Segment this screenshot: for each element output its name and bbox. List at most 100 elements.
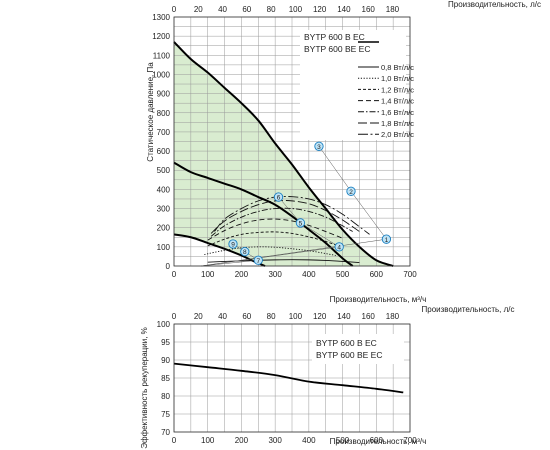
legend-entry: 2,0 Вт/л/с [381, 130, 414, 139]
x-tick-label: 500 [336, 436, 350, 445]
x-tick-label: 200 [235, 436, 249, 445]
top-tick-label: 140 [337, 5, 351, 14]
operating-point-label: 6 [277, 195, 281, 202]
operating-point-6 [273, 192, 284, 202]
x-tick-label: 600 [370, 270, 384, 279]
top-axis-label: Производительность, л/с [448, 0, 541, 9]
x-tick-label: 700 [403, 436, 417, 445]
x-tick-label: 600 [370, 436, 384, 445]
x-axis-label: Производительность, м³/ч [330, 295, 427, 304]
y-tick-label: 500 [157, 166, 171, 175]
y-tick-label: 95 [161, 338, 170, 347]
x-tick-label: 300 [268, 436, 282, 445]
x-tick-label: 100 [201, 436, 215, 445]
top-tick-label: 20 [194, 312, 203, 321]
legend-entry: 1,8 Вт/л/с [381, 119, 414, 128]
y-tick-label: 75 [161, 410, 170, 419]
legend-entry: 1,4 Вт/л/с [381, 97, 414, 106]
top-tick-label: 80 [267, 312, 276, 321]
top-tick-label: 0 [172, 312, 177, 321]
top-tick-label: 160 [362, 5, 376, 14]
y-tick-label: 600 [157, 147, 171, 156]
x-tick-label: 0 [172, 436, 177, 445]
top-tick-label: 0 [172, 5, 177, 14]
x-tick-label: 0 [172, 270, 177, 279]
y-tick-label: 200 [157, 224, 171, 233]
y-tick-label: 300 [157, 205, 171, 214]
operating-point-3 [314, 141, 324, 151]
operating-point-label: 5 [299, 221, 303, 228]
operating-point-9 [228, 239, 238, 249]
top-tick-label: 80 [267, 5, 276, 14]
top-tick-label: 60 [242, 312, 251, 321]
top-tick-label: 100 [289, 5, 303, 14]
operating-point-4 [334, 242, 344, 252]
operating-point-2 [346, 186, 356, 196]
legend-entry: 0,8 Вт/л/с [381, 63, 414, 72]
legend-title-2: BYTP 600 BE EC [316, 350, 382, 360]
fan-curve-2 [173, 161, 354, 267]
system-line [200, 243, 260, 267]
y-tick-label: 100 [157, 320, 171, 329]
series-line-4 [207, 218, 343, 241]
x-tick-label: 500 [336, 270, 350, 279]
y-tick-label: 1300 [152, 13, 170, 22]
top-axis-label: Производительность, л/с [422, 305, 515, 314]
legend-entry: 1,0 Вт/л/с [381, 74, 414, 83]
series-line-2 [204, 246, 336, 256]
y-tick-label: 700 [157, 128, 171, 137]
y-tick-label: 900 [157, 90, 171, 99]
y-tick-label: 0 [166, 262, 171, 271]
y-tick-label: 70 [161, 428, 170, 437]
top-tick-label: 20 [194, 5, 203, 14]
top-tick-label: 40 [218, 312, 227, 321]
legend-entry: 1,6 Вт/л/с [381, 108, 414, 117]
series-line-6 [210, 200, 360, 234]
series-line-1 [207, 259, 360, 264]
top-tick-label: 120 [313, 5, 327, 14]
operating-points: 1 2 3 4 5 6 7 8 9 [200, 141, 392, 267]
top-tick-label: 100 [289, 312, 303, 321]
y-tick-label: 85 [161, 374, 170, 383]
top-tick-label: 120 [313, 312, 327, 321]
operating-point-1 [381, 234, 392, 244]
x-tick-label: 100 [201, 270, 215, 279]
efficiency-line [173, 362, 404, 394]
x-tick-label: 300 [268, 270, 282, 279]
y-tick-label: 1100 [153, 51, 171, 60]
tick-labels: 0 100 200 300 400 500 600 700010020030040050060… [152, 5, 417, 279]
series-group [173, 362, 404, 394]
y-tick-label: 800 [157, 109, 171, 118]
y-tick-label: 80 [161, 392, 170, 401]
x-tick-label: 400 [302, 436, 316, 445]
system-line [200, 146, 387, 267]
legend-box [300, 30, 406, 140]
legend-entry: 1,2 Вт/л/с [381, 85, 414, 94]
legend: 0,8 Вт/л/с 1,0 Вт/л/с 1,2 Вт/л/с 1,4 Вт/л/с… [358, 41, 414, 139]
fan-curve-3 [173, 233, 266, 267]
top-tick-label: 140 [337, 312, 351, 321]
x-tick-label: 400 [302, 270, 316, 279]
operating-point-5 [295, 218, 306, 228]
top-tick-label: 180 [386, 5, 400, 14]
legend-title-2: BYTP 600 BE EC [304, 44, 370, 54]
operating-point-label: 2 [349, 189, 353, 196]
fan-curves [173, 41, 394, 267]
y-axis-label: Эффективность рекуперации, % [140, 327, 149, 449]
y-tick-label: 90 [161, 356, 170, 365]
top-tick-label: 180 [386, 312, 400, 321]
legend-box [312, 334, 404, 364]
top-tick-label: 160 [362, 312, 376, 321]
x-axis-label: Производительность, м³/ч [330, 437, 427, 446]
top-tick-label: 40 [218, 5, 227, 14]
y-axis-label: Статическое давление, Па [146, 62, 155, 162]
plot-frame [173, 323, 411, 433]
x-tick-label: 200 [235, 270, 249, 279]
system-line [200, 196, 340, 267]
y-tick-label: 1000 [152, 70, 170, 79]
legend-title-1: BYTP 600 B EC [304, 32, 365, 42]
y-tick-label: 100 [157, 243, 171, 252]
